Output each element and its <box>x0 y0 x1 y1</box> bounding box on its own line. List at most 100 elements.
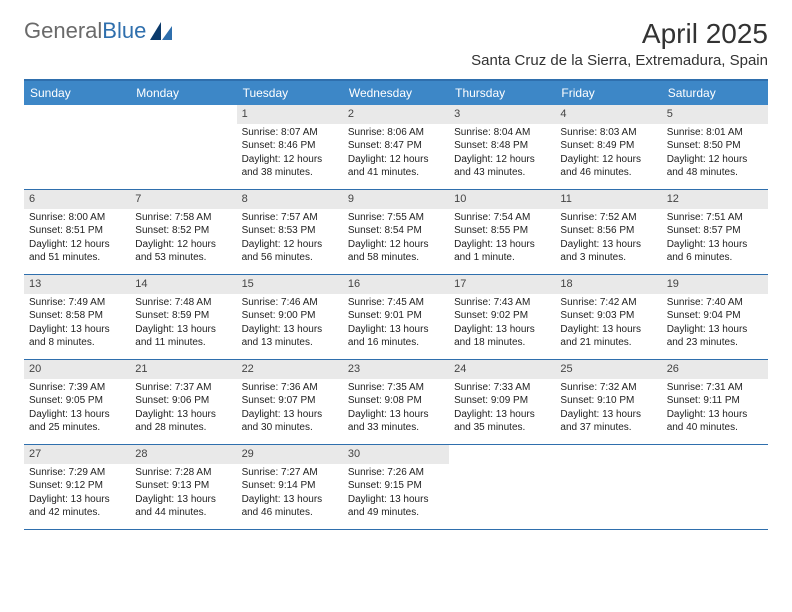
day-number-row: 3 <box>449 105 555 124</box>
day-cell: 14Sunrise: 7:48 AMSunset: 8:59 PMDayligh… <box>130 275 236 359</box>
sunset-line: Sunset: 8:55 PM <box>454 224 550 238</box>
sunset-line: Sunset: 9:00 PM <box>242 309 338 323</box>
day-number-row: 14 <box>130 275 236 294</box>
daylight-line: Daylight: 12 hours and 58 minutes. <box>348 238 444 265</box>
daylight-line: Daylight: 12 hours and 46 minutes. <box>560 153 656 180</box>
sunset-line: Sunset: 9:13 PM <box>135 479 231 493</box>
sunrise-line: Sunrise: 8:07 AM <box>242 126 338 140</box>
week-row: 6Sunrise: 8:00 AMSunset: 8:51 PMDaylight… <box>24 190 768 275</box>
day-cell: 25Sunrise: 7:32 AMSunset: 9:10 PMDayligh… <box>555 360 661 444</box>
day-number-row: 22 <box>237 360 343 379</box>
sunset-line: Sunset: 8:47 PM <box>348 139 444 153</box>
daylight-line: Daylight: 13 hours and 35 minutes. <box>454 408 550 435</box>
day-number-row: 12 <box>662 190 768 209</box>
sunset-line: Sunset: 9:14 PM <box>242 479 338 493</box>
daylight-line: Daylight: 12 hours and 41 minutes. <box>348 153 444 180</box>
day-number-row: 23 <box>343 360 449 379</box>
sunrise-line: Sunrise: 7:48 AM <box>135 296 231 310</box>
daylight-line: Daylight: 13 hours and 42 minutes. <box>29 493 125 520</box>
sunset-line: Sunset: 9:04 PM <box>667 309 763 323</box>
sunrise-line: Sunrise: 7:55 AM <box>348 211 444 225</box>
day-number-row: 9 <box>343 190 449 209</box>
day-number: 6 <box>29 193 35 205</box>
day-number: 21 <box>135 363 147 375</box>
day-cell: 17Sunrise: 7:43 AMSunset: 9:02 PMDayligh… <box>449 275 555 359</box>
day-number-row: 2 <box>343 105 449 124</box>
sunset-line: Sunset: 8:56 PM <box>560 224 656 238</box>
daylight-line: Daylight: 13 hours and 23 minutes. <box>667 323 763 350</box>
month-title: April 2025 <box>471 18 768 50</box>
day-number-row: 21 <box>130 360 236 379</box>
brand-name-b: Blue <box>102 18 146 43</box>
sunset-line: Sunset: 9:09 PM <box>454 394 550 408</box>
day-cell: 11Sunrise: 7:52 AMSunset: 8:56 PMDayligh… <box>555 190 661 274</box>
day-number: 12 <box>667 193 679 205</box>
sunset-line: Sunset: 9:02 PM <box>454 309 550 323</box>
day-cell: 6Sunrise: 8:00 AMSunset: 8:51 PMDaylight… <box>24 190 130 274</box>
daylight-line: Daylight: 13 hours and 49 minutes. <box>348 493 444 520</box>
day-number: 30 <box>348 448 360 460</box>
daylight-line: Daylight: 12 hours and 51 minutes. <box>29 238 125 265</box>
weekday-header: Wednesday <box>343 81 449 105</box>
sunrise-line: Sunrise: 7:54 AM <box>454 211 550 225</box>
day-number: 26 <box>667 363 679 375</box>
day-number: 3 <box>454 108 460 120</box>
weekday-header: Thursday <box>449 81 555 105</box>
week-row: 13Sunrise: 7:49 AMSunset: 8:58 PMDayligh… <box>24 275 768 360</box>
day-number-row: 19 <box>662 275 768 294</box>
sunset-line: Sunset: 9:08 PM <box>348 394 444 408</box>
day-number: 28 <box>135 448 147 460</box>
sunset-line: Sunset: 9:03 PM <box>560 309 656 323</box>
daylight-line: Daylight: 12 hours and 48 minutes. <box>667 153 763 180</box>
day-number-row: 16 <box>343 275 449 294</box>
sunrise-line: Sunrise: 7:29 AM <box>29 466 125 480</box>
sunset-line: Sunset: 8:51 PM <box>29 224 125 238</box>
day-number-row: 13 <box>24 275 130 294</box>
day-number: 14 <box>135 278 147 290</box>
daylight-line: Daylight: 13 hours and 16 minutes. <box>348 323 444 350</box>
sunrise-line: Sunrise: 7:58 AM <box>135 211 231 225</box>
sunrise-line: Sunrise: 7:28 AM <box>135 466 231 480</box>
day-cell-empty <box>662 445 768 529</box>
day-cell: 23Sunrise: 7:35 AMSunset: 9:08 PMDayligh… <box>343 360 449 444</box>
day-number-row: 29 <box>237 445 343 464</box>
day-number: 27 <box>29 448 41 460</box>
title-block: April 2025 Santa Cruz de la Sierra, Extr… <box>471 18 768 69</box>
day-number: 25 <box>560 363 572 375</box>
day-cell: 5Sunrise: 8:01 AMSunset: 8:50 PMDaylight… <box>662 105 768 189</box>
sunrise-line: Sunrise: 7:33 AM <box>454 381 550 395</box>
sunset-line: Sunset: 9:12 PM <box>29 479 125 493</box>
day-number-row: 28 <box>130 445 236 464</box>
sunset-line: Sunset: 8:57 PM <box>667 224 763 238</box>
day-number: 9 <box>348 193 354 205</box>
sunrise-line: Sunrise: 7:35 AM <box>348 381 444 395</box>
daylight-line: Daylight: 13 hours and 8 minutes. <box>29 323 125 350</box>
daylight-line: Daylight: 13 hours and 21 minutes. <box>560 323 656 350</box>
day-number: 18 <box>560 278 572 290</box>
day-number: 1 <box>242 108 248 120</box>
day-number-row: 5 <box>662 105 768 124</box>
day-number-row: 6 <box>24 190 130 209</box>
day-cell: 30Sunrise: 7:26 AMSunset: 9:15 PMDayligh… <box>343 445 449 529</box>
day-number-row: 24 <box>449 360 555 379</box>
day-cell: 29Sunrise: 7:27 AMSunset: 9:14 PMDayligh… <box>237 445 343 529</box>
sail-icon <box>148 20 174 42</box>
daylight-line: Daylight: 12 hours and 43 minutes. <box>454 153 550 180</box>
daylight-line: Daylight: 12 hours and 53 minutes. <box>135 238 231 265</box>
daylight-line: Daylight: 13 hours and 28 minutes. <box>135 408 231 435</box>
day-number: 10 <box>454 193 466 205</box>
calendar-grid: SundayMondayTuesdayWednesdayThursdayFrid… <box>24 79 768 530</box>
day-number: 24 <box>454 363 466 375</box>
day-number: 13 <box>29 278 41 290</box>
sunrise-line: Sunrise: 8:04 AM <box>454 126 550 140</box>
day-number-row: 18 <box>555 275 661 294</box>
weekday-header: Sunday <box>24 81 130 105</box>
day-number: 16 <box>348 278 360 290</box>
day-number: 20 <box>29 363 41 375</box>
day-number-row: 1 <box>237 105 343 124</box>
day-number: 23 <box>348 363 360 375</box>
day-number: 29 <box>242 448 254 460</box>
sunset-line: Sunset: 9:05 PM <box>29 394 125 408</box>
day-cell: 28Sunrise: 7:28 AMSunset: 9:13 PMDayligh… <box>130 445 236 529</box>
calendar-page: GeneralBlue April 2025 Santa Cruz de la … <box>0 0 792 548</box>
